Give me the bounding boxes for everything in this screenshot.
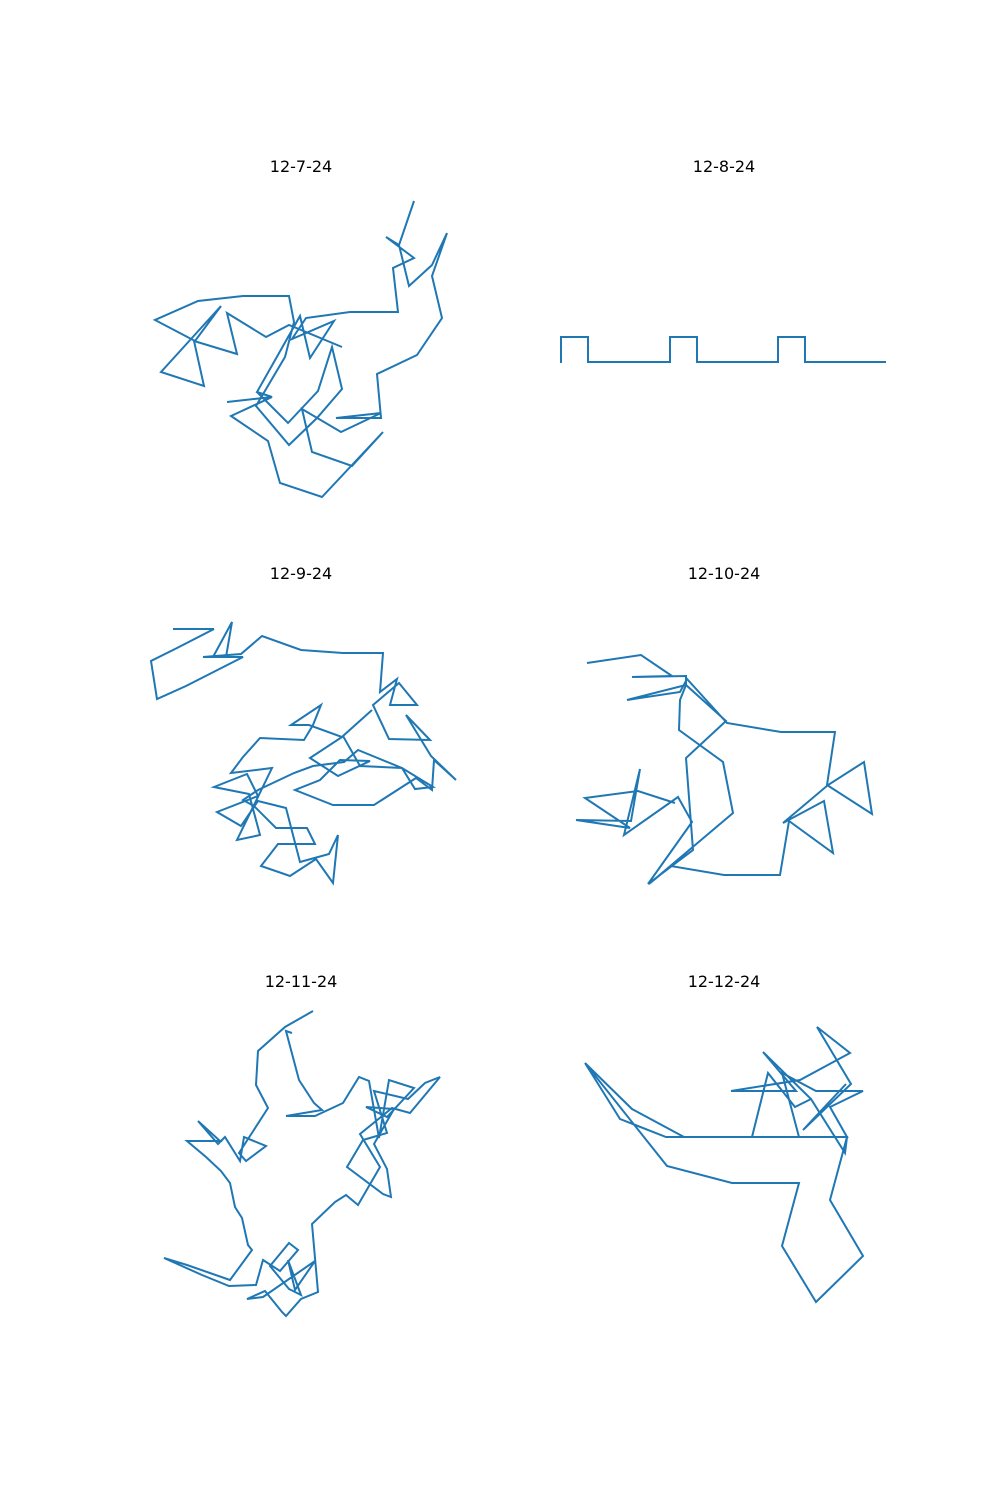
trace-line bbox=[149, 621, 457, 886]
panel-title: 12-9-24 bbox=[270, 564, 332, 583]
trace-line bbox=[163, 1010, 441, 1318]
panel-title: 12-7-24 bbox=[270, 157, 332, 176]
trace-line bbox=[152, 200, 448, 499]
panel-12-9-24: 12-9-24 bbox=[149, 564, 457, 886]
trace-line bbox=[584, 1026, 865, 1304]
panel-title: 12-12-24 bbox=[688, 972, 761, 991]
trace-line bbox=[560, 336, 886, 363]
panel-12-10-24: 12-10-24 bbox=[575, 564, 874, 885]
panel-title: 12-10-24 bbox=[688, 564, 761, 583]
panel-title: 12-8-24 bbox=[693, 157, 755, 176]
panel-title: 12-11-24 bbox=[265, 972, 338, 991]
panel-12-8-24: 12-8-24 bbox=[560, 157, 886, 363]
trace-line bbox=[575, 653, 874, 885]
panel-12-11-24: 12-11-24 bbox=[163, 972, 441, 1318]
panel-12-7-24: 12-7-24 bbox=[152, 157, 448, 499]
panel-12-12-24: 12-12-24 bbox=[584, 972, 865, 1304]
